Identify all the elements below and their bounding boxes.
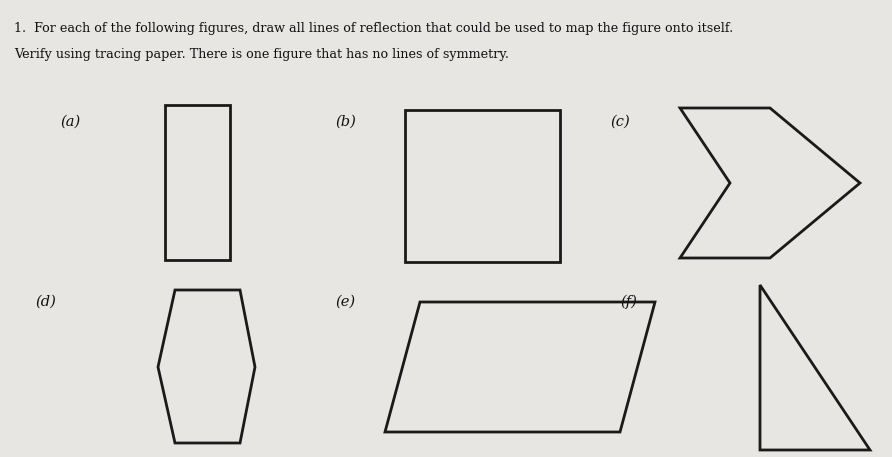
Text: (f): (f) (620, 295, 637, 309)
Text: (d): (d) (35, 295, 56, 309)
Text: 1.  For each of the following figures, draw all lines of reflection that could b: 1. For each of the following figures, dr… (14, 22, 733, 35)
Text: (e): (e) (335, 295, 355, 309)
Text: (c): (c) (610, 115, 630, 129)
Text: (a): (a) (60, 115, 80, 129)
Text: Verify using tracing paper. There is one figure that has no lines of symmetry.: Verify using tracing paper. There is one… (14, 48, 509, 61)
Text: (b): (b) (335, 115, 356, 129)
